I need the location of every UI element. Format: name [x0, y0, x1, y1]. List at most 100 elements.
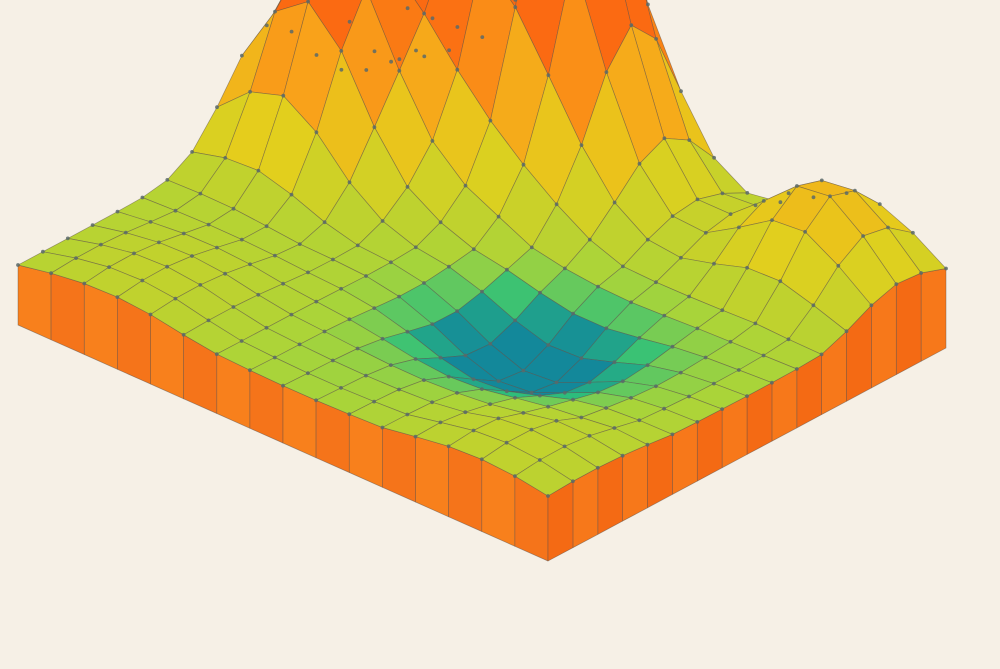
mesh-vertex [504, 389, 509, 394]
mesh-vertex [471, 377, 476, 382]
mesh-vertex [612, 360, 617, 365]
mesh-vertex [422, 54, 427, 59]
mesh-vertex [206, 318, 211, 323]
mesh-vertex [471, 247, 476, 252]
mesh-vertex [496, 416, 501, 421]
mesh-vertex [422, 378, 426, 382]
mesh-vertex [132, 251, 136, 256]
mesh-vertex [123, 230, 128, 235]
mesh-vertex [488, 341, 493, 346]
mesh-vertex [513, 318, 517, 323]
mesh-vertex [761, 353, 766, 358]
mesh-vertex [173, 208, 178, 213]
mesh-vertex [322, 220, 327, 225]
base-side-left-panel [382, 427, 416, 503]
mesh-vertex [604, 326, 609, 331]
mesh-vertex [579, 415, 584, 420]
mesh-vertex [687, 294, 691, 299]
mesh-vertex [521, 411, 526, 415]
mesh-vertex [836, 263, 841, 268]
base-side-left-panel [50, 272, 85, 355]
mesh-vertex [546, 404, 550, 409]
mesh-vertex [438, 355, 443, 360]
mesh-vertex [537, 458, 542, 462]
mesh-vertex [16, 263, 20, 267]
mesh-vertex [273, 9, 277, 14]
mesh-vertex [571, 479, 575, 484]
mesh-vertex [65, 236, 70, 241]
mesh-vertex [728, 212, 733, 217]
mesh-vertex [944, 266, 948, 271]
mesh-vertex [645, 363, 650, 368]
mesh-vertex [49, 271, 53, 276]
mesh-vertex [148, 312, 153, 317]
mesh-vertex [604, 406, 608, 410]
mesh-vertex [745, 394, 749, 398]
mesh-vertex [770, 380, 774, 385]
mesh-vertex [281, 93, 286, 98]
mesh-vertex [372, 125, 377, 130]
mesh-vertex [786, 337, 791, 342]
mesh-vertex [645, 442, 650, 447]
mesh-vertex [330, 358, 335, 363]
mesh-vertex [621, 264, 625, 269]
mesh-vertex [861, 234, 865, 238]
mesh-vertex [347, 19, 352, 24]
mesh-vertex [248, 89, 253, 94]
mesh-vertex [662, 136, 667, 141]
mesh-vertex [264, 224, 269, 229]
mesh-vertex [355, 346, 360, 351]
mesh-vertex [389, 59, 393, 64]
mesh-vertex [140, 195, 145, 200]
mesh-vertex [562, 444, 567, 449]
mesh-vertex [347, 180, 352, 185]
mesh-vertex [786, 191, 791, 196]
mesh-vertex [430, 139, 435, 143]
mesh-vertex [488, 402, 492, 407]
mesh-vertex [587, 380, 592, 385]
mesh-vertex [364, 68, 369, 72]
mesh-vertex [480, 35, 485, 39]
mesh-vertex [703, 355, 708, 360]
mesh-vertex [198, 283, 203, 287]
mesh-vertex [637, 418, 642, 423]
mesh-vertex [546, 73, 551, 78]
mesh-vertex [405, 6, 410, 11]
mesh-vertex [463, 183, 468, 188]
mesh-vertex [563, 266, 567, 271]
mesh-vertex [306, 371, 310, 376]
mesh-vertex [513, 5, 518, 10]
mesh-vertex [753, 321, 758, 326]
mesh-vertex [447, 264, 451, 269]
mesh-vertex [811, 303, 816, 308]
mesh-vertex [455, 391, 459, 395]
mesh-vertex [795, 184, 799, 188]
mesh-vertex [289, 29, 294, 34]
mesh-vertex [273, 253, 277, 258]
mesh-vertex [364, 274, 368, 278]
mesh-vertex [289, 192, 294, 197]
mesh-vertex [703, 230, 708, 235]
mesh-vertex [596, 390, 600, 395]
terrain-base-block [17, 264, 947, 562]
mesh-vertex [115, 209, 120, 214]
mesh-vertex [480, 387, 484, 391]
mesh-vertex [678, 370, 683, 375]
mesh-vertex [248, 262, 252, 267]
mesh-vertex [529, 245, 534, 250]
mesh-vertex [231, 305, 236, 309]
mesh-vertex [770, 218, 774, 223]
mesh-vertex [728, 339, 733, 344]
mesh-vertex [223, 156, 228, 160]
mesh-vertex [107, 265, 111, 269]
mesh-vertex [695, 420, 700, 424]
base-side-right-panel [572, 467, 599, 549]
mesh-vertex [314, 299, 319, 304]
base-side-right-panel [895, 272, 922, 375]
mesh-vertex [886, 225, 890, 230]
mesh-vertex [405, 329, 410, 334]
mesh-vertex [364, 373, 368, 378]
mesh-vertex [629, 396, 633, 400]
mesh-vertex [853, 188, 857, 193]
mesh-vertex [745, 265, 749, 270]
